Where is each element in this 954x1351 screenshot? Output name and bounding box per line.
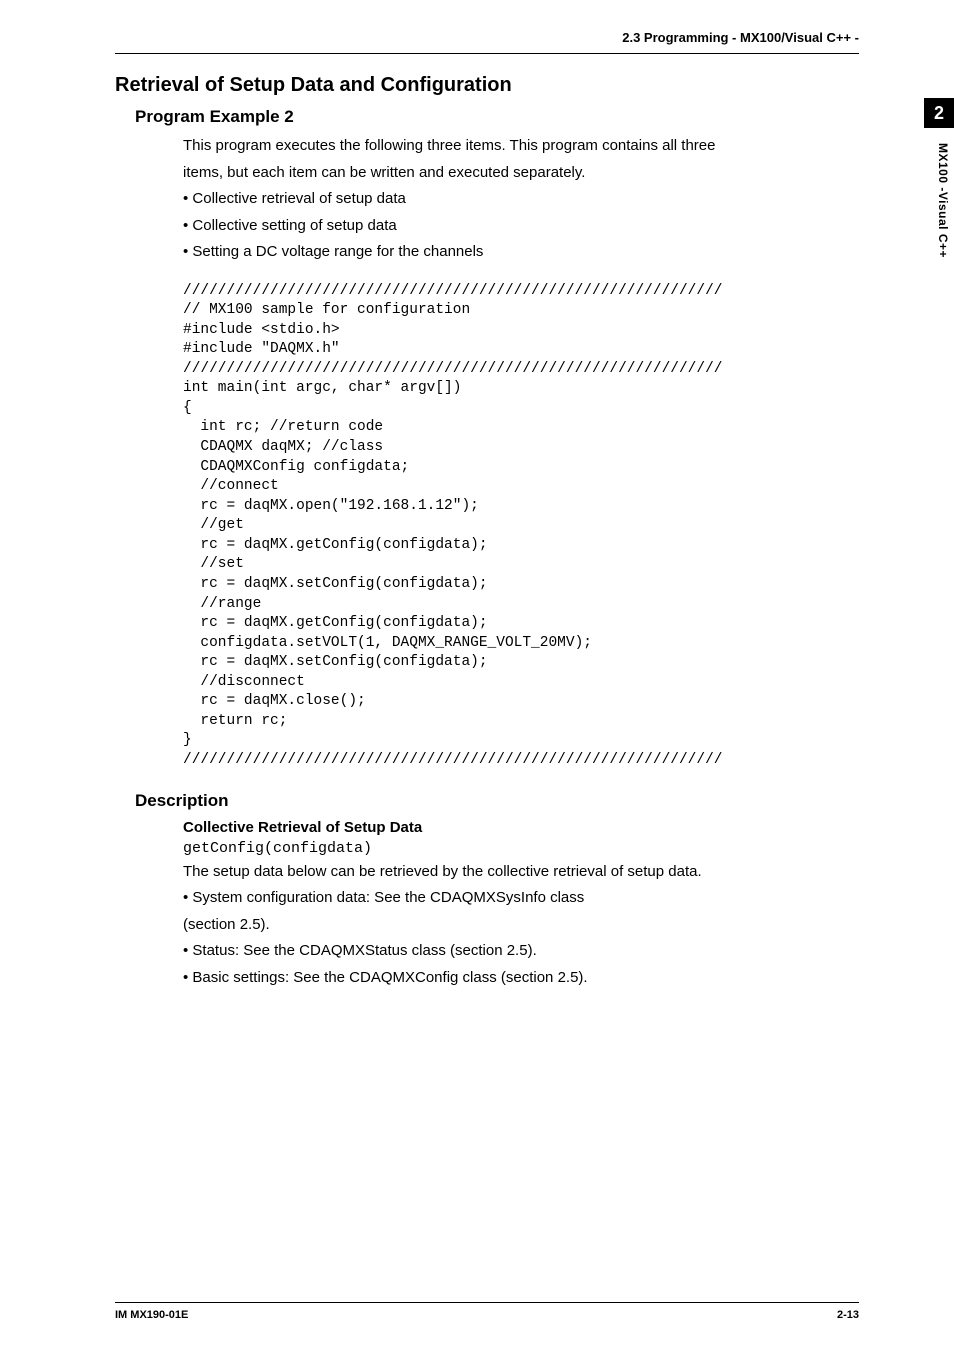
footer-content: IM MX190-01E 2-13 (115, 1309, 859, 1321)
bullet-item: • Setting a DC voltage range for the cha… (183, 241, 859, 264)
footer-divider (115, 1302, 859, 1303)
bullet-item: • Collective setting of setup data (183, 215, 859, 238)
intro-text-line1: This program executes the following thre… (183, 135, 859, 158)
main-content: Retrieval of Setup Data and Configuratio… (0, 54, 954, 989)
footer: IM MX190-01E 2-13 (115, 1302, 859, 1321)
bullet-item: • System configuration data: See the CDA… (183, 887, 859, 910)
section-title: Retrieval of Setup Data and Configuratio… (115, 74, 859, 97)
bullet-item: (section 2.5). (183, 914, 859, 937)
description-subtitle: Collective Retrieval of Setup Data (183, 819, 859, 836)
bullet-item: • Collective retrieval of setup data (183, 188, 859, 211)
bullet-item: • Basic settings: See the CDAQMXConfig c… (183, 967, 859, 990)
subsection-title: Program Example 2 (135, 107, 859, 127)
footer-left: IM MX190-01E (115, 1309, 188, 1321)
description-title: Description (135, 791, 859, 811)
intro-text-line2: items, but each item can be written and … (183, 162, 859, 185)
chapter-side-label: MX100 -Visual C++ (936, 143, 950, 258)
inline-code: getConfig(configdata) (183, 840, 859, 857)
bullet-item: • Status: See the CDAQMXStatus class (se… (183, 940, 859, 963)
header-label: 2.3 Programming - MX100/Visual C++ - (0, 0, 954, 53)
chapter-tab: 2 (924, 98, 954, 128)
code-block: ////////////////////////////////////////… (183, 282, 859, 771)
description-body: The setup data below can be retrieved by… (183, 861, 859, 884)
footer-right: 2-13 (837, 1309, 859, 1321)
